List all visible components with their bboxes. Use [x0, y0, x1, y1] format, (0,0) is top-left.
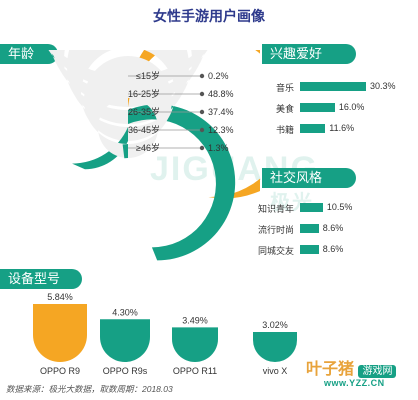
age-value-label: 0.2% — [208, 71, 229, 81]
social-section-label: 社交风格 — [262, 168, 356, 188]
age-dot — [199, 145, 205, 151]
age-ring-track — [67, 50, 189, 141]
age-category-label: ≤15岁 — [136, 70, 160, 81]
age-ring-bar — [72, 127, 128, 170]
age-category-label: 36-45岁 — [128, 124, 160, 135]
device-section-label: 设备型号 — [0, 269, 82, 289]
age-dot — [199, 73, 205, 79]
age-value-label: 1.3% — [208, 143, 229, 153]
bar-value-label: 10.5% — [326, 202, 353, 212]
bar-category-label: 流行时尚 — [257, 225, 294, 235]
device-value-label: 4.30% — [112, 307, 138, 317]
age-value-label: 12.3% — [208, 125, 234, 135]
device-bar — [100, 319, 150, 362]
device-category-label: OPPO R9s — [102, 366, 148, 376]
device-category-label: OPPO R9 — [39, 366, 80, 376]
age-radial-chart: ≤15岁 0.2% 16-25岁 48.8% 26-35岁 37.4% 36-45岁 12.3… — [48, 50, 260, 261]
age-ring-track — [49, 50, 207, 90]
age-dot — [199, 91, 205, 97]
device-bar — [172, 327, 218, 362]
device-value-label: 5.84% — [47, 292, 73, 302]
age-dot — [199, 127, 205, 133]
age-ring-bar — [128, 104, 236, 261]
source-note: 数据来源：极光大数据，取数周期：2018.03 — [6, 384, 173, 394]
age-dot — [199, 109, 205, 115]
device-category-label: OPPO R11 — [172, 366, 218, 376]
bar — [300, 103, 335, 112]
age-category-label: 16-25岁 — [128, 88, 160, 99]
device-value-label: 3.49% — [182, 315, 208, 325]
bar-category-label: 知识青年 — [257, 204, 294, 214]
interests-section-label: 兴趣爱好 — [262, 44, 356, 64]
age-ring-bar — [122, 144, 128, 159]
bar — [300, 245, 319, 254]
age-category-label: ≥46岁 — [136, 142, 160, 153]
age-value-label: 48.8% — [208, 89, 234, 99]
logo-badge: 游戏网 — [358, 365, 397, 378]
age-ring-track — [83, 56, 172, 159]
bar — [300, 224, 319, 233]
bar-value-label: 16.0% — [338, 102, 365, 112]
bar-value-label: 11.6% — [329, 123, 355, 133]
logo-url: www.YZZ.CN — [324, 378, 385, 388]
age-value-label: 37.4% — [208, 107, 234, 117]
bar-value-label: 8.6% — [322, 223, 344, 233]
bar-category-label: 书籍 — [275, 125, 294, 135]
device-bar — [33, 304, 87, 362]
bar — [300, 82, 366, 91]
device-bar — [253, 332, 297, 362]
bar — [300, 124, 326, 133]
bar-category-label: 美食 — [275, 104, 294, 114]
bar-value-label: 30.3% — [370, 81, 396, 91]
bar-category-label: 音乐 — [275, 83, 294, 93]
device-value-label: 3.02% — [262, 320, 288, 330]
bar — [300, 203, 323, 212]
page-title: 女性手游用户画像 — [153, 8, 265, 24]
age-category-label: 26-35岁 — [128, 106, 160, 117]
bar-category-label: 同城交友 — [257, 246, 294, 256]
bar-value-label: 8.6% — [322, 244, 344, 254]
site-logo: 叶子猪 游戏网 www.YZZ.CN — [300, 352, 418, 400]
age-section-label: 年龄 — [0, 44, 58, 64]
device-category-label: vivo X — [262, 366, 288, 376]
device-bar-chart: 5.84%4.30%3.49%3.02%2.92% — [33, 292, 297, 362]
logo-main-text: 叶子猪 — [306, 361, 355, 378]
